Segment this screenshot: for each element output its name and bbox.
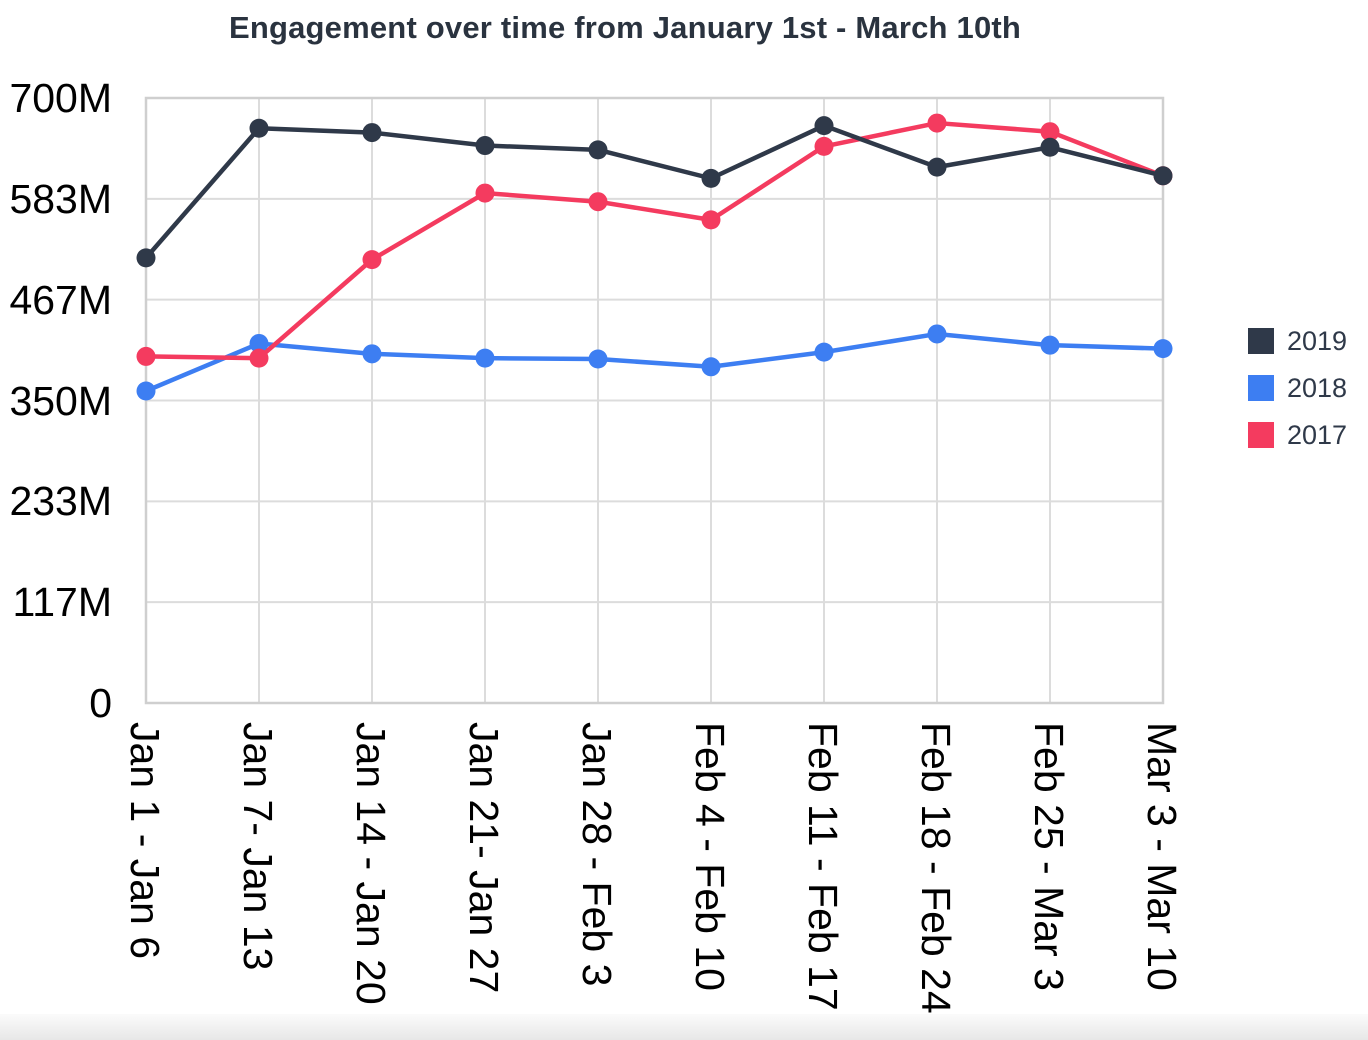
y-tick-label-117M: 117M (12, 579, 112, 626)
data-point-2019-6[interactable] (814, 116, 834, 136)
legend-swatch-2019 (1248, 328, 1274, 354)
x-tick-label-2: Jan 14 - Jan 20 (348, 722, 394, 1005)
x-tick-label-5: Feb 4 - Feb 10 (687, 722, 733, 991)
x-tick-label-1: Jan 7- Jan 13 (235, 722, 281, 971)
data-point-2017-6[interactable] (814, 136, 834, 156)
data-point-2017-3[interactable] (475, 183, 495, 203)
data-point-2017-0[interactable] (136, 346, 156, 366)
data-point-2018-6[interactable] (814, 342, 834, 362)
legend-label-2017: 2017 (1287, 419, 1348, 450)
data-point-2019-9[interactable] (1153, 166, 1173, 186)
data-point-2018-3[interactable] (475, 348, 495, 368)
data-point-2019-3[interactable] (475, 136, 495, 156)
series-line-2019 (143, 123, 1166, 261)
y-tick-label-350M: 350M (9, 377, 112, 424)
data-point-2018-4[interactable] (588, 349, 608, 369)
legend-item-2017[interactable]: 2017 (1248, 419, 1348, 450)
legend-swatch-2018 (1248, 375, 1274, 401)
y-tick-label-0: 0 (89, 680, 112, 726)
series-line-2017 (143, 120, 1166, 361)
x-tick-label-3: Jan 21- Jan 27 (461, 722, 507, 994)
x-tick-label-6: Feb 11 - Feb 17 (800, 722, 846, 1011)
data-point-2018-2[interactable] (362, 344, 382, 364)
data-point-2018-1[interactable] (249, 333, 269, 353)
x-tick-label-9: Mar 3 - Mar 10 (1139, 722, 1185, 991)
plot-border (144, 96, 1165, 705)
data-point-2017-7[interactable] (927, 113, 947, 133)
legend-swatch-2017 (1248, 422, 1274, 448)
data-point-2018-5[interactable] (701, 357, 721, 377)
legend-item-2018[interactable]: 2018 (1248, 372, 1348, 403)
data-point-2019-4[interactable] (588, 140, 608, 160)
x-tick-label-4: Jan 28 - Feb 3 (574, 722, 620, 987)
series-line-2018 (143, 331, 1166, 394)
data-point-2019-1[interactable] (249, 118, 269, 138)
window-bottom-edge (0, 1014, 1368, 1040)
chart-title: Engagement over time from January 1st - … (228, 10, 1022, 45)
data-point-2018-0[interactable] (136, 381, 156, 401)
legend-item-2019[interactable]: 2019 (1248, 325, 1348, 356)
data-point-2018-9[interactable] (1153, 339, 1173, 359)
data-point-2018-7[interactable] (927, 324, 947, 344)
y-tick-label-700M: 700M (9, 75, 112, 121)
data-point-2019-7[interactable] (927, 157, 947, 177)
legend-label-2019: 2019 (1287, 325, 1348, 356)
data-point-2017-5[interactable] (701, 210, 721, 230)
data-point-2017-8[interactable] (1040, 122, 1060, 142)
legend-label-2018: 2018 (1287, 372, 1348, 403)
y-tick-label-233M: 233M (9, 478, 112, 525)
y-tick-label-583M: 583M (9, 175, 112, 222)
data-point-2019-0[interactable] (136, 248, 156, 268)
data-point-2019-8[interactable] (1040, 137, 1060, 157)
data-point-2019-5[interactable] (701, 168, 721, 188)
data-point-2017-4[interactable] (588, 192, 608, 212)
x-tick-label-0: Jan 1 - Jan 6 (122, 722, 168, 960)
x-tick-label-7: Feb 18 - Feb 24 (913, 722, 959, 1014)
data-point-2018-8[interactable] (1040, 335, 1060, 355)
x-tick-label-8: Feb 25 - Mar 3 (1026, 722, 1072, 991)
chart-legend: 2019 2018 2017 (1248, 325, 1348, 469)
data-point-2019-2[interactable] (362, 123, 382, 143)
data-point-2017-2[interactable] (362, 250, 382, 270)
y-tick-label-467M: 467M (9, 276, 112, 323)
data-point-2017-1[interactable] (249, 348, 269, 368)
